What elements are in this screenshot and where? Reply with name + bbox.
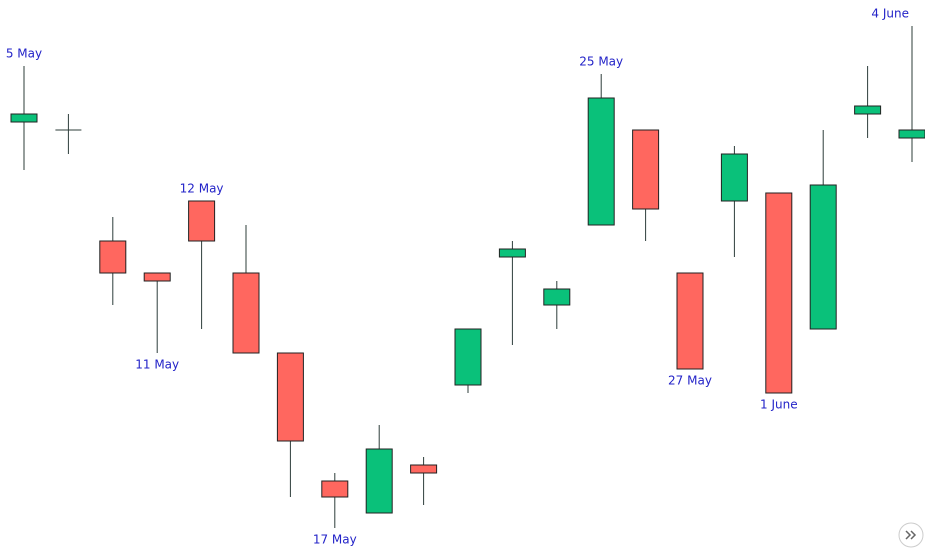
annotation-label: 11 May — [135, 358, 179, 372]
candle-body — [365, 448, 393, 514]
candle-body — [498, 248, 526, 258]
candle-body — [188, 200, 216, 242]
candle-body — [321, 480, 349, 498]
candle-body — [765, 192, 793, 394]
candle-body — [809, 184, 837, 330]
scroll-button-icon[interactable] — [905, 530, 917, 540]
annotation-label: 12 May — [180, 182, 224, 196]
candle-body — [898, 129, 925, 139]
candle-body — [632, 129, 660, 210]
candle-body — [232, 272, 260, 354]
candle-body — [143, 272, 171, 282]
annotation-label: 17 May — [313, 533, 357, 547]
annotation-label: 27 May — [668, 374, 712, 388]
candle-body — [854, 105, 882, 115]
annotation-label: 5 May — [6, 47, 42, 61]
candle-body — [454, 328, 482, 386]
annotation-label: 4 June — [871, 7, 909, 21]
candle-body — [276, 352, 304, 442]
candle-body — [543, 288, 571, 306]
candle-body — [720, 153, 748, 202]
candle-body — [99, 240, 127, 274]
candle-body — [410, 464, 438, 474]
candle-body — [587, 97, 615, 226]
annotation-label: 1 June — [760, 398, 798, 412]
scroll-button[interactable] — [898, 522, 924, 548]
candle-body — [676, 272, 704, 370]
candle-body — [10, 113, 38, 123]
annotation-label: 25 May — [579, 55, 623, 69]
